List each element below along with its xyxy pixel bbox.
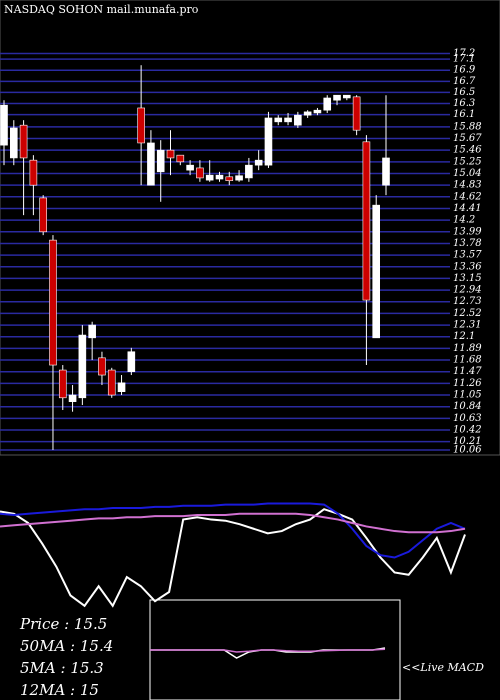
candle-body [0,104,8,146]
y-tick-label: 15.46 [453,145,482,156]
legend-label: Price : 15.5 [19,615,107,633]
candle-body [147,142,155,186]
candle-body [264,117,273,166]
candle-body [19,124,28,159]
price-frame [0,0,500,456]
y-tick-label: 15.67 [453,133,482,144]
candle-body [245,164,253,179]
candle-body [39,197,47,233]
y-tick-label: 17.1 [453,54,475,65]
chart-title: NASDAQ SOHON mail.munafa.pro [4,3,199,16]
candle-body [58,369,67,399]
y-tick-label: 15.88 [453,121,482,132]
candle-body [137,107,145,144]
y-tick-label: 15.04 [453,168,482,179]
y-tick-label: 16.7 [453,76,476,87]
y-tick-label: 12.31 [453,320,482,331]
legend-label: 50MA : 15.4 [20,637,113,655]
y-tick-label: 10.42 [453,425,482,436]
y-tick-label: 13.99 [453,226,482,237]
candle-body [127,351,136,373]
candle-body [107,369,116,396]
candle-body [372,204,381,339]
y-tick-label: 11.89 [453,343,482,354]
y-tick-label: 16.3 [453,98,475,109]
indicator-line [0,502,466,559]
y-tick-label: 12.94 [453,285,482,296]
indicator-line [0,508,466,608]
y-tick-label: 14.41 [453,203,482,214]
candle-body [9,127,18,159]
candle-body [235,175,243,181]
candle-body [254,159,263,166]
y-tick-label: 12.1 [453,331,475,342]
candle-body [343,94,351,99]
y-tick-label: 11.68 [453,355,482,366]
y-tick-label: 17.2 [453,48,475,59]
y-tick-label: 11.47 [453,366,482,377]
macd-line [150,648,386,653]
y-tick-label: 12.73 [453,296,482,307]
candle-body [215,174,224,180]
y-tick-label: 13.57 [453,250,482,261]
candle-body [196,167,204,179]
y-tick-label: 10.84 [453,401,482,412]
y-tick-label: 10.21 [453,436,482,447]
y-tick-label: 16.5 [453,87,475,98]
candle-body [78,334,87,399]
candle-body [186,164,194,171]
indicator-line [0,512,466,534]
y-tick-label: 13.36 [453,261,482,272]
y-tick-label: 14.83 [453,180,482,191]
candle-body [205,174,214,181]
candle-body [29,159,38,186]
candle-body [323,97,332,111]
y-tick-label: 13.78 [453,238,482,249]
y-tick-label: 14.2 [453,215,475,226]
candle-body [49,239,57,366]
candle-body [352,96,361,131]
y-tick-label: 11.05 [453,390,482,401]
candle-body [274,117,283,123]
candle-body [284,117,292,123]
y-tick-label: 10.63 [453,413,482,424]
candle-body [68,394,77,402]
candle-body [156,149,165,173]
legend-label: 5MA : 15.3 [20,659,104,677]
y-tick-label: 10.06 [453,445,482,456]
candle-body [225,176,234,182]
candle-body [382,157,390,186]
candle-body [176,154,185,163]
macd-title: <<Live MACD [402,661,484,674]
candle-body [362,141,371,301]
legend-label: 12MA : 15 [20,681,99,699]
y-tick-label: 13.15 [453,273,482,284]
candle-body [117,382,126,392]
candle-body [313,109,322,114]
y-tick-label: 14.62 [453,191,482,202]
candle-body [166,149,175,159]
y-tick-label: 11.26 [453,378,482,389]
y-tick-label: 15.25 [453,156,482,167]
y-tick-label: 16.1 [453,109,475,120]
y-tick-label: 16.9 [453,65,476,76]
candle-body [98,357,106,376]
candle-body [333,94,341,101]
y-tick-label: 12.52 [453,308,482,319]
candle-body [303,111,312,116]
candle-body [294,114,302,126]
candle-body [88,324,96,339]
